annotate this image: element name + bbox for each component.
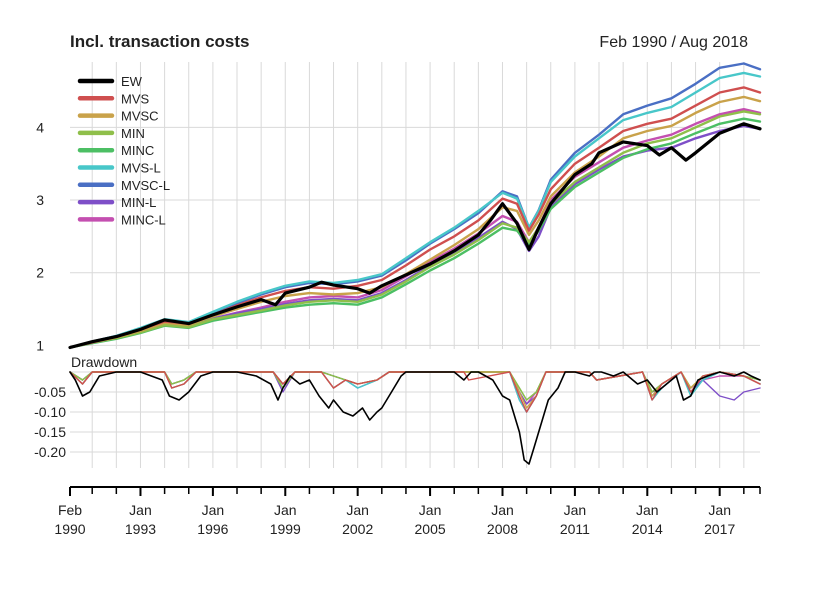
main-y-tick-label: 1 (36, 337, 44, 353)
x-tick-label-year: 1999 (270, 521, 301, 537)
x-tick-label-month: Jan (202, 502, 225, 518)
x-tick-label-month: Jan (491, 502, 514, 518)
main-series-mvsc (68, 95, 762, 349)
legend-label-mvs: MVS (121, 91, 150, 106)
drawdown-series-mvsc (69, 371, 761, 409)
main-y-axis: 1 2 3 4 (36, 119, 44, 353)
x-tick-label-month: Jan (419, 502, 442, 518)
drawdown-series-ew (69, 371, 761, 465)
x-tick-label-year: 1996 (197, 521, 228, 537)
main-series-min-l (68, 124, 762, 349)
drawdown-y-tick-label: -0.20 (34, 444, 66, 460)
x-tick-label-year: 1993 (125, 521, 156, 537)
main-series-mvsc-l (68, 62, 762, 349)
drawdown-panel-label: Drawdown (71, 354, 137, 370)
drawdown-y-axis: -0.05 -0.10 -0.15 -0.20 (34, 384, 66, 460)
x-tick-label-month: Feb (58, 502, 82, 518)
main-y-tick-label: 2 (36, 265, 44, 281)
main-y-tick-label: 4 (36, 119, 44, 135)
legend-label-min-l: MIN-L (121, 195, 156, 210)
legend-label-mvs-l: MVS-L (121, 161, 161, 176)
main-series-mvs (68, 86, 762, 349)
drawdown-series-min (69, 371, 761, 401)
x-tick-label-year: 2017 (704, 521, 735, 537)
x-tick-label-month: Jan (708, 502, 731, 518)
main-y-tick-label: 3 (36, 192, 44, 208)
x-tick-label-month: Jan (346, 502, 369, 518)
drawdown-series-lines (69, 371, 761, 465)
x-tick-label-year: 2014 (632, 521, 663, 537)
x-tick-label-year: 2002 (342, 521, 373, 537)
x-tick-label-month: Jan (129, 502, 152, 518)
legend-label-minc: MINC (121, 143, 154, 158)
legend-label-mvsc: MVSC (121, 109, 159, 124)
drawdown-y-tick-label: -0.10 (34, 404, 66, 420)
legend: EW MVS MVSC MIN MINC MVS-L MVSC-L MIN-L MINC-L (77, 74, 170, 227)
main-series-lines (68, 62, 762, 350)
main-panel-grid (70, 62, 760, 349)
x-tick-label-month: Jan (636, 502, 659, 518)
x-tick-label-year: 2008 (487, 521, 518, 537)
drawdown-panel-grid (70, 371, 760, 468)
x-tick-label-year: 2005 (415, 521, 446, 537)
drawdown-y-tick-label: -0.05 (34, 384, 66, 400)
x-tick-label-year: 1990 (54, 521, 85, 537)
x-axis: Feb 1990 Jan 1993 Jan 1996 Jan 1999 Jan 2002 Jan 20… (54, 486, 761, 537)
chart-title: Incl. transaction costs (70, 32, 250, 51)
main-series-ew (68, 122, 762, 350)
drawdown-series-mvs (69, 371, 761, 413)
main-series-minc-l (68, 107, 762, 349)
x-tick-label-year: 2011 (560, 521, 590, 537)
drawdown-y-tick-label: -0.15 (34, 424, 66, 440)
main-series-mvs-l (68, 71, 762, 349)
legend-label-minc-l: MINC-L (121, 212, 166, 227)
x-tick-label-month: Jan (564, 502, 587, 518)
drawdown-series-minc (69, 371, 761, 401)
legend-label-ew: EW (121, 74, 143, 89)
x-tick-label-month: Jan (274, 502, 297, 518)
chart-subtitle: Feb 1990 / Aug 2018 (599, 34, 748, 51)
legend-label-min: MIN (121, 126, 145, 141)
legend-label-mvsc-l: MVSC-L (121, 178, 170, 193)
